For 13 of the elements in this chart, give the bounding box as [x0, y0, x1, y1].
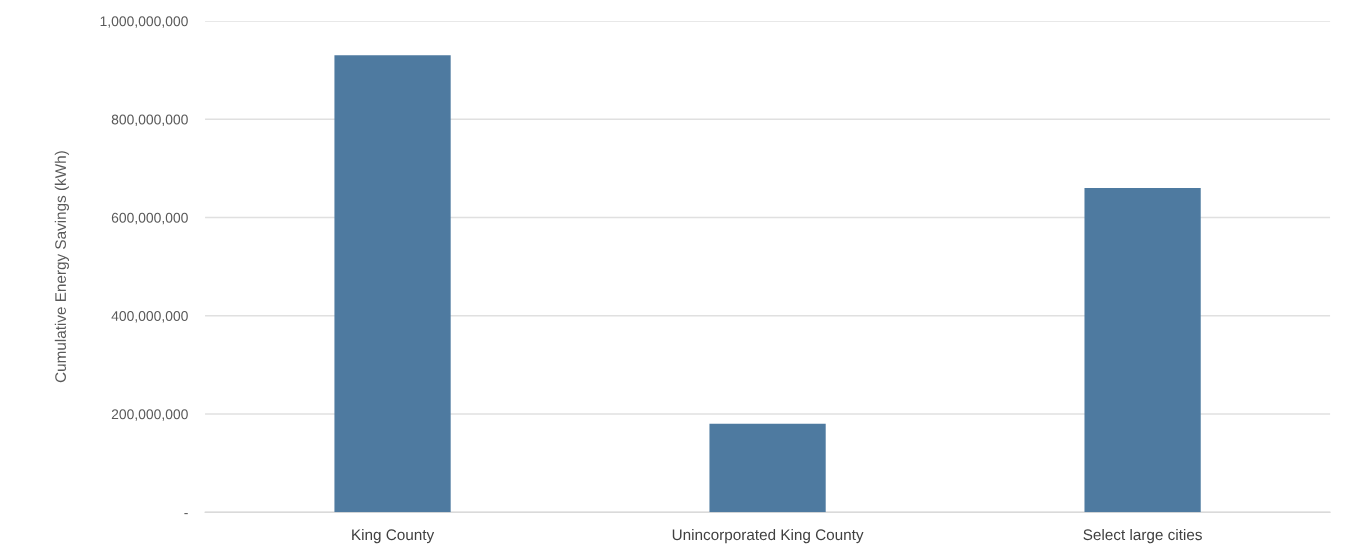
x-tick-label: Select large cities — [1083, 528, 1202, 544]
x-tick-label: King County — [352, 528, 435, 544]
y-tick-label: 600,000,000 — [111, 212, 188, 225]
x-tick-label: Unincorporated King County — [672, 528, 864, 544]
y-tick-label: 800,000,000 — [111, 114, 188, 127]
bar — [334, 55, 451, 513]
y-axis-title: Cumulative Energy Savings (kWh) — [54, 151, 70, 383]
y-tick-label: 400,000,000 — [111, 311, 188, 323]
y-tick-label: - — [184, 513, 188, 515]
bar — [709, 423, 826, 513]
bar — [1084, 188, 1201, 513]
y-tick-label: 1,000,000,000 — [100, 16, 188, 28]
y-tick-label: 200,000,000 — [111, 409, 188, 421]
